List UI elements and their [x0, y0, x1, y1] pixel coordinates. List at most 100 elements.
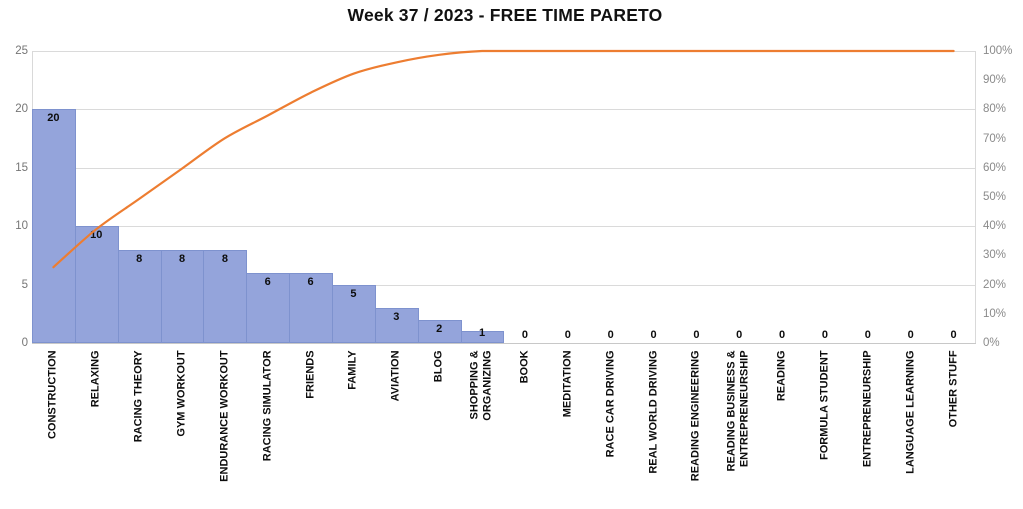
right-axis-tick: 10%: [983, 307, 1007, 320]
bar-value-label: 10: [90, 229, 103, 242]
bar-value-label: 0: [693, 329, 700, 341]
bar: [289, 272, 334, 343]
bar: [332, 284, 376, 343]
bar-value-label: 0: [779, 329, 786, 341]
category-label: MEDITATION: [546, 350, 589, 508]
category-label: BLOG: [418, 350, 461, 508]
right-axis-tick: 90%: [983, 74, 1007, 87]
category-label-text: REAL WORLD DRIVING: [647, 349, 660, 474]
category-label-text: RACE CAR DRIVING: [604, 349, 617, 457]
category-label-text: ENDURANCE WORKOUT: [218, 349, 231, 482]
bar-value-label: 8: [221, 252, 228, 265]
bar-value-label: 0: [907, 329, 914, 341]
bar-value-label: 3: [393, 310, 400, 323]
category-label: RELAXING: [75, 350, 118, 508]
category-label-text: AVIATION: [389, 349, 402, 401]
gridline: [32, 167, 975, 169]
plot-right-border: [975, 51, 976, 343]
category-label-text: RELAXING: [89, 349, 102, 407]
left-axis-tick: 25: [15, 45, 28, 57]
bar-value-label: 8: [178, 252, 186, 265]
bar-value-label: 6: [264, 275, 271, 288]
category-label: FORMULA STUDENT: [804, 350, 847, 508]
right-axis-tick: 70%: [983, 132, 1007, 145]
category-label: REAL WORLD DRIVING: [632, 350, 675, 508]
category-label: READING ENGINEERING: [675, 350, 718, 508]
bar-value-label: 8: [136, 252, 143, 265]
bar-value-label: 1: [478, 327, 486, 340]
x-axis-line: [32, 343, 976, 344]
category-label: SHOPPING & ORGANIZING: [461, 350, 504, 508]
category-label: RACE CAR DRIVING: [589, 350, 632, 508]
category-label: RACING SIMULATOR: [246, 350, 289, 508]
category-label-text: BOOK: [518, 349, 531, 383]
gridline: [32, 109, 975, 111]
category-label-text: RACING SIMULATOR: [261, 349, 274, 461]
category-label-text: FAMILY: [346, 349, 359, 390]
bar-value-label: 0: [650, 329, 657, 341]
right-axis-tick: 40%: [983, 220, 1007, 233]
bar-value-label: 0: [607, 329, 614, 341]
left-axis-tick: 20: [15, 103, 28, 116]
left-axis-tick: 10: [15, 220, 28, 233]
bar-value-label: 0: [564, 329, 571, 341]
category-label: LANGUAGE LEARNING: [889, 350, 932, 508]
left-axis-tick: 15: [15, 161, 28, 174]
category-label-text: ENTREPRENEURSHIP: [861, 349, 874, 467]
bar: [74, 226, 119, 343]
right-axis-tick: 60%: [983, 161, 1007, 174]
category-label-text: OTHER STUFF: [947, 349, 960, 427]
bar-value-label: 2: [436, 322, 443, 335]
category-label: FAMILY: [332, 350, 375, 508]
left-axis-tick: 0: [21, 337, 28, 349]
right-axis-tick: 80%: [983, 103, 1007, 116]
gridline: [32, 284, 975, 286]
category-label-text: FRIENDS: [304, 349, 317, 399]
right-axis-tick: 0%: [983, 337, 1000, 349]
chart-title: Week 37 / 2023 - FREE TIME PARETO: [347, 5, 663, 25]
bar: [32, 109, 76, 343]
category-label-text: READING ENGINEERING: [689, 349, 702, 481]
bar-value-label: 0: [864, 329, 871, 341]
left-axis-tick: 5: [21, 278, 28, 291]
category-label: BOOK: [503, 350, 546, 508]
category-label: AVIATION: [375, 350, 418, 508]
gridline: [32, 51, 975, 52]
category-label-text: READING BUSINESS & ENTREPRENEURSHIP: [726, 349, 752, 472]
bar: [374, 307, 419, 343]
bar: [417, 319, 462, 343]
category-label-text: CONSTRUCTION: [46, 349, 59, 439]
right-axis-tick: 50%: [983, 191, 1007, 203]
category-label: ENTREPRENEURSHIP: [846, 350, 889, 508]
category-label: CONSTRUCTION: [32, 350, 75, 508]
cumulative-line-path: [52, 49, 955, 269]
category-label: READING BUSINESS & ENTREPRENEURSHIP: [718, 350, 761, 508]
bar-value-label: 20: [47, 112, 60, 125]
bar-value-label: 0: [521, 329, 528, 341]
category-label: ENDURANCE WORKOUT: [203, 350, 246, 508]
category-label-text: MEDITATION: [561, 349, 574, 417]
bar-value-label: 0: [950, 329, 957, 341]
category-label-text: RACING THEORY: [132, 349, 145, 442]
bar-value-label: 0: [821, 329, 829, 341]
category-label-text: READING: [775, 349, 788, 401]
right-axis-tick: 20%: [983, 278, 1007, 291]
category-label-text: GYM WORKOUT: [175, 349, 188, 437]
gridline: [32, 226, 975, 228]
right-axis-tick: 30%: [983, 249, 1007, 262]
right-axis-tick: 100%: [983, 45, 1013, 57]
category-label: RACING THEORY: [118, 350, 161, 508]
bar-value-label: 5: [350, 287, 357, 300]
category-label-text: FORMULA STUDENT: [818, 349, 831, 460]
category-label: GYM WORKOUT: [161, 350, 204, 508]
bar-value-label: 6: [307, 275, 314, 288]
category-label-text: BLOG: [432, 349, 445, 382]
bar: [460, 331, 505, 343]
category-label: FRIENDS: [289, 350, 332, 508]
category-label-text: SHOPPING & ORGANIZING: [469, 349, 495, 421]
bar-value-label: 0: [736, 329, 743, 341]
category-label: READING: [761, 350, 804, 508]
category-label: OTHER STUFF: [932, 350, 975, 508]
category-label-text: LANGUAGE LEARNING: [904, 349, 917, 474]
